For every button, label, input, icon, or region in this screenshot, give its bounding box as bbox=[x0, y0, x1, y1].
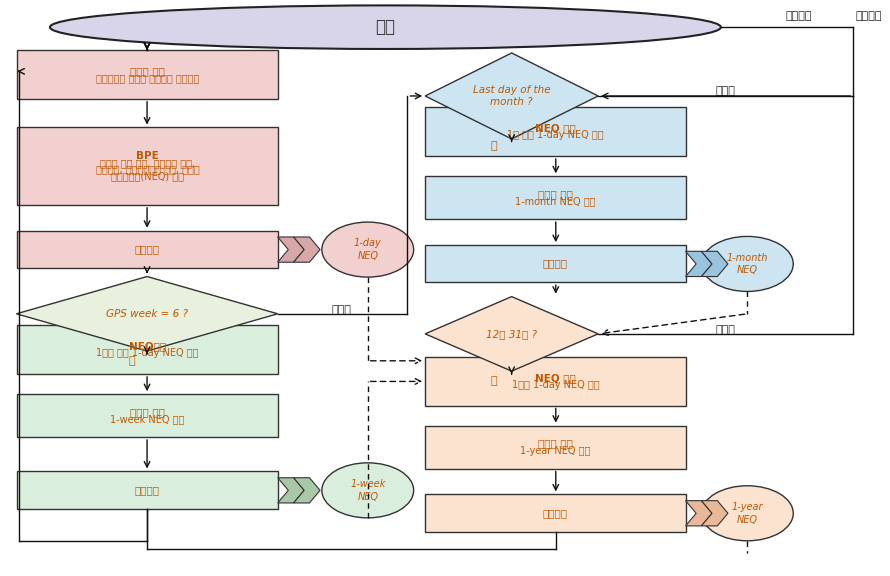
Text: 1-day: 1-day bbox=[354, 238, 382, 248]
Polygon shape bbox=[425, 297, 598, 371]
Text: 1-week NEQ 수집: 1-week NEQ 수집 bbox=[110, 414, 185, 424]
Polygon shape bbox=[294, 237, 320, 262]
FancyBboxPatch shape bbox=[425, 357, 685, 406]
Text: 1주일 간의 1-day NEQ 수집: 1주일 간의 1-day NEQ 수집 bbox=[96, 348, 198, 358]
Text: 예: 예 bbox=[490, 376, 498, 386]
FancyBboxPatch shape bbox=[17, 471, 278, 509]
FancyBboxPatch shape bbox=[425, 426, 685, 468]
Text: 월간해 생성: 월간해 생성 bbox=[538, 190, 573, 199]
Ellipse shape bbox=[322, 463, 414, 518]
FancyBboxPatch shape bbox=[425, 494, 685, 532]
Text: 연간해 생성: 연간해 생성 bbox=[538, 439, 573, 449]
Polygon shape bbox=[294, 478, 320, 503]
Ellipse shape bbox=[322, 222, 414, 277]
Text: 아니오: 아니오 bbox=[716, 325, 735, 335]
FancyBboxPatch shape bbox=[17, 50, 278, 99]
Text: 자료처리에 필요한 입력파일 다운로드: 자료처리에 필요한 입력파일 다운로드 bbox=[96, 73, 199, 83]
Text: 다음날짜: 다음날짜 bbox=[856, 11, 882, 21]
Text: 아니오: 아니오 bbox=[331, 305, 352, 314]
Text: 1-year NEQ 수집: 1-year NEQ 수집 bbox=[520, 445, 591, 456]
Text: 데이터 수집: 데이터 수집 bbox=[130, 66, 165, 76]
Text: 결과저장: 결과저장 bbox=[543, 508, 568, 518]
FancyBboxPatch shape bbox=[425, 245, 685, 282]
Text: 다음날짜: 다음날짜 bbox=[785, 11, 812, 21]
Text: 1-month: 1-month bbox=[726, 253, 768, 263]
Text: 1달 간의 1-day NEQ 수집: 1달 간의 1-day NEQ 수집 bbox=[507, 130, 603, 140]
Text: 1-year: 1-year bbox=[732, 502, 763, 512]
Text: NEQ 수집: NEQ 수집 bbox=[535, 123, 576, 134]
Text: 좌표결정, 지구회전계수 결정, 일간해: 좌표결정, 지구회전계수 결정, 일간해 bbox=[95, 165, 199, 175]
Text: month ?: month ? bbox=[490, 97, 533, 107]
Text: NEQ: NEQ bbox=[357, 251, 378, 261]
Text: 결과저장: 결과저장 bbox=[135, 485, 160, 495]
Text: 정규방정식(NEQ) 생성: 정규방정식(NEQ) 생성 bbox=[111, 172, 184, 181]
Ellipse shape bbox=[701, 236, 793, 291]
FancyBboxPatch shape bbox=[425, 108, 685, 156]
Text: NEQ 수집: NEQ 수집 bbox=[535, 373, 576, 382]
Text: Last day of the: Last day of the bbox=[473, 85, 550, 94]
Text: NEQ: NEQ bbox=[737, 265, 758, 275]
Text: 12월 31일 ?: 12월 31일 ? bbox=[486, 329, 538, 339]
Text: NEQ: NEQ bbox=[737, 514, 758, 525]
Text: 1년간 1-day NEQ 수집: 1년간 1-day NEQ 수집 bbox=[512, 380, 599, 389]
Text: BPE: BPE bbox=[136, 151, 159, 161]
Text: 주간해 생성: 주간해 생성 bbox=[130, 407, 165, 417]
Polygon shape bbox=[701, 501, 728, 526]
Text: GPS week = 6 ?: GPS week = 6 ? bbox=[106, 309, 188, 319]
FancyBboxPatch shape bbox=[17, 325, 278, 374]
Text: 결과저장: 결과저장 bbox=[543, 259, 568, 268]
Text: 1-week: 1-week bbox=[350, 479, 385, 489]
Polygon shape bbox=[685, 251, 712, 276]
Text: NEQ수집: NEQ수집 bbox=[129, 341, 166, 351]
Text: 시작: 시작 bbox=[376, 18, 395, 36]
FancyBboxPatch shape bbox=[17, 230, 278, 268]
Text: 결과저장: 결과저장 bbox=[135, 244, 160, 255]
FancyBboxPatch shape bbox=[17, 394, 278, 437]
Polygon shape bbox=[278, 478, 304, 503]
Text: 예: 예 bbox=[490, 141, 498, 151]
Text: NEQ: NEQ bbox=[357, 492, 378, 502]
FancyBboxPatch shape bbox=[425, 176, 685, 219]
Text: 아니오: 아니오 bbox=[716, 86, 735, 96]
FancyBboxPatch shape bbox=[17, 127, 278, 205]
Ellipse shape bbox=[701, 486, 793, 541]
Ellipse shape bbox=[50, 5, 721, 49]
Text: 1-month NEQ 수집: 1-month NEQ 수집 bbox=[515, 196, 595, 206]
Polygon shape bbox=[701, 251, 728, 276]
Polygon shape bbox=[278, 237, 304, 262]
Polygon shape bbox=[685, 501, 712, 526]
Text: 대류층 지연 결정, 모호정수 결정,: 대류층 지연 결정, 모호정수 결정, bbox=[100, 158, 195, 168]
Polygon shape bbox=[425, 53, 598, 139]
Text: 예: 예 bbox=[129, 357, 135, 366]
Polygon shape bbox=[16, 276, 278, 351]
